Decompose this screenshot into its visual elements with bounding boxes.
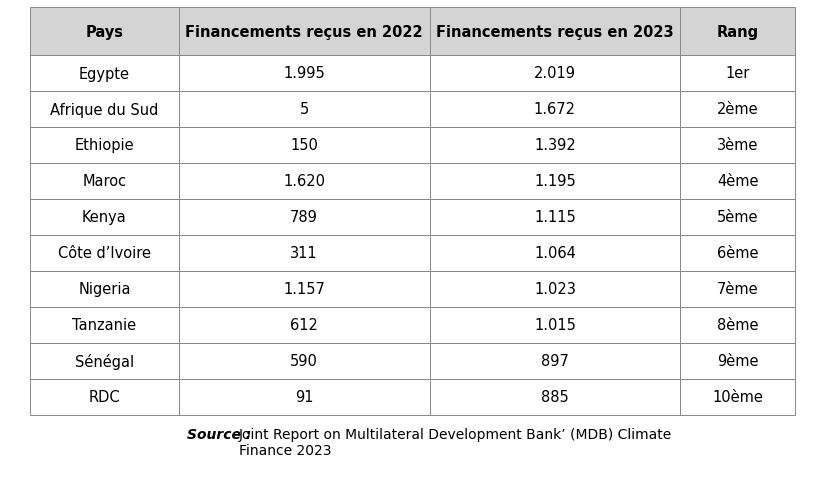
Text: 1.023: 1.023 <box>534 282 576 297</box>
Text: 2ème: 2ème <box>717 102 758 117</box>
Text: 5: 5 <box>299 102 309 117</box>
Bar <box>30 128 179 164</box>
Text: Afrique du Sud: Afrique du Sud <box>50 102 158 117</box>
Bar <box>430 236 681 272</box>
Text: Nigeria: Nigeria <box>78 282 130 297</box>
Bar <box>30 164 179 199</box>
Text: Maroc: Maroc <box>82 174 126 189</box>
Bar <box>179 128 430 164</box>
Text: 789: 789 <box>290 210 318 225</box>
Bar <box>179 199 430 236</box>
Text: 10ème: 10ème <box>712 390 763 405</box>
Text: Ethiopie: Ethiopie <box>74 138 134 153</box>
Bar <box>30 379 179 415</box>
Text: 1.015: 1.015 <box>534 318 576 333</box>
Text: 1.195: 1.195 <box>534 174 576 189</box>
Bar <box>681 164 795 199</box>
Text: 612: 612 <box>290 318 318 333</box>
Bar <box>179 236 430 272</box>
Text: Source :: Source : <box>186 427 251 441</box>
Bar <box>30 272 179 307</box>
Bar <box>430 164 681 199</box>
Text: 1.115: 1.115 <box>534 210 576 225</box>
Text: Financements reçus en 2023: Financements reçus en 2023 <box>436 25 674 39</box>
Bar <box>179 56 430 92</box>
Bar <box>179 343 430 379</box>
Bar <box>681 343 795 379</box>
Text: 1.064: 1.064 <box>534 246 576 261</box>
Bar <box>681 56 795 92</box>
Text: 1er: 1er <box>725 66 750 81</box>
Text: Joint Report on Multilateral Development Bank’ (MDB) Climate
Finance 2023: Joint Report on Multilateral Development… <box>238 427 672 457</box>
Bar <box>681 307 795 343</box>
Bar <box>179 8 430 56</box>
Text: Egypte: Egypte <box>79 66 130 81</box>
Bar <box>681 236 795 272</box>
Text: 7ème: 7ème <box>717 282 758 297</box>
Text: 150: 150 <box>290 138 318 153</box>
Bar <box>681 8 795 56</box>
Bar <box>430 379 681 415</box>
Text: Rang: Rang <box>717 25 759 39</box>
Text: 311: 311 <box>290 246 318 261</box>
Text: 3ème: 3ème <box>717 138 758 153</box>
Text: 9ème: 9ème <box>717 354 758 369</box>
Bar <box>430 199 681 236</box>
Text: Pays: Pays <box>85 25 124 39</box>
Bar <box>30 343 179 379</box>
Bar <box>681 199 795 236</box>
Text: Tanzanie: Tanzanie <box>73 318 136 333</box>
Bar <box>430 343 681 379</box>
Text: RDC: RDC <box>88 390 120 405</box>
Bar <box>30 307 179 343</box>
Text: 6ème: 6ème <box>717 246 758 261</box>
Bar <box>30 56 179 92</box>
Text: Financements reçus en 2022: Financements reçus en 2022 <box>186 25 423 39</box>
Bar <box>179 307 430 343</box>
Bar <box>30 8 179 56</box>
Bar <box>430 92 681 128</box>
Bar <box>430 307 681 343</box>
Text: 8ème: 8ème <box>717 318 758 333</box>
Text: 1.672: 1.672 <box>534 102 576 117</box>
Text: 1.392: 1.392 <box>534 138 576 153</box>
Bar <box>179 92 430 128</box>
Bar <box>430 8 681 56</box>
Text: 885: 885 <box>541 390 568 405</box>
Bar <box>30 199 179 236</box>
Bar <box>30 92 179 128</box>
Bar <box>179 379 430 415</box>
Text: Sénégal: Sénégal <box>75 353 134 369</box>
Text: 897: 897 <box>541 354 568 369</box>
Text: Côte d’Ivoire: Côte d’Ivoire <box>58 246 151 261</box>
Text: 1.620: 1.620 <box>283 174 325 189</box>
Bar <box>430 56 681 92</box>
Bar <box>681 92 795 128</box>
Bar <box>179 272 430 307</box>
Text: 2.019: 2.019 <box>534 66 576 81</box>
Text: 1.157: 1.157 <box>283 282 325 297</box>
Bar <box>430 128 681 164</box>
Text: 5ème: 5ème <box>717 210 758 225</box>
Text: 4ème: 4ème <box>717 174 758 189</box>
Bar <box>681 272 795 307</box>
Text: 1.995: 1.995 <box>283 66 325 81</box>
Bar <box>179 164 430 199</box>
Text: Kenya: Kenya <box>82 210 127 225</box>
Bar <box>681 128 795 164</box>
Text: 590: 590 <box>290 354 318 369</box>
Bar <box>681 379 795 415</box>
Text: 91: 91 <box>295 390 314 405</box>
Bar <box>30 236 179 272</box>
Bar <box>430 272 681 307</box>
